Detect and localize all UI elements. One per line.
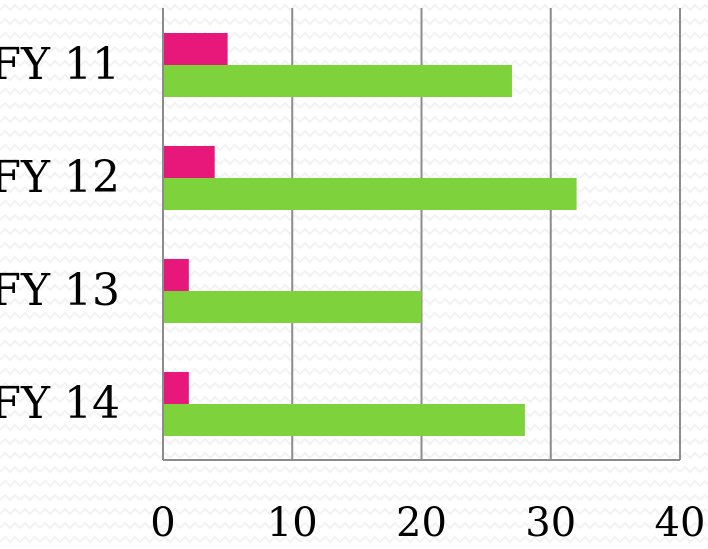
bar-series1-fy-11: [163, 33, 228, 65]
x-tick-label: 10: [267, 500, 318, 546]
bar-series1-fy-14: [163, 372, 189, 404]
bars: [163, 33, 577, 436]
category-label: FY 12: [0, 152, 120, 203]
category-label: FY 11: [0, 39, 120, 90]
axes: [162, 8, 680, 461]
bar-series2-fy-11: [163, 65, 512, 97]
x-tick-label: 0: [150, 500, 175, 546]
x-tick-label: 40: [655, 500, 706, 546]
category-label: FY 14: [0, 378, 120, 429]
labels: FY 11 FY 12 FY 13 FY 14 0 10 20 30 40: [0, 39, 705, 546]
bar-series2-fy-13: [163, 291, 422, 323]
bar-series2-fy-14: [163, 404, 525, 436]
x-tick-label: 20: [396, 500, 447, 546]
category-label: FY 13: [0, 265, 120, 316]
bar-series1-fy-12: [163, 146, 215, 178]
bar-series1-fy-13: [163, 259, 189, 291]
bar-series2-fy-12: [163, 178, 577, 210]
x-tick-label: 30: [525, 500, 576, 546]
